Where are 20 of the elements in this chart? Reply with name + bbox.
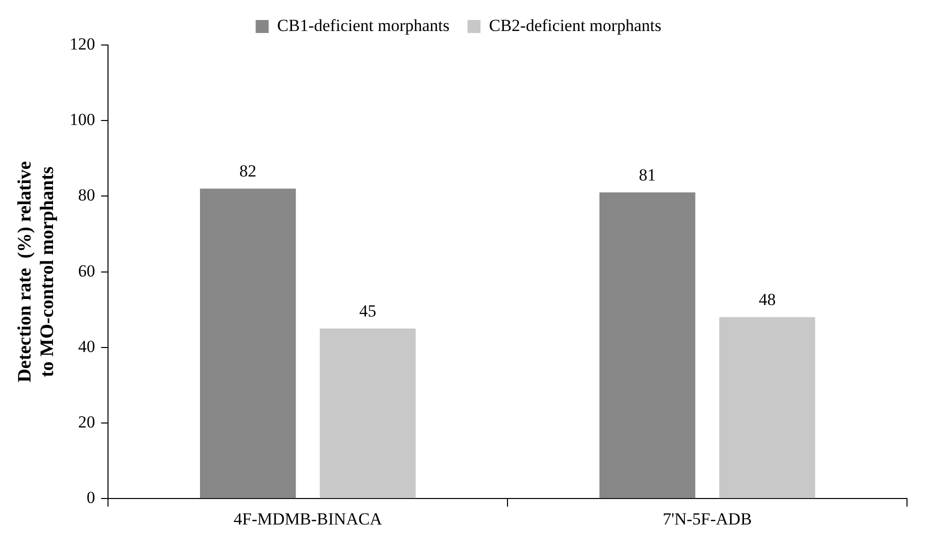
x-tick-label: 4F-MDMB-BINACA xyxy=(234,509,383,528)
y-tick-label: 80 xyxy=(78,186,96,205)
data-label: 48 xyxy=(758,290,776,310)
legend-label: CB2-deficient morphants xyxy=(489,16,662,35)
data-label: 81 xyxy=(638,165,656,184)
bar xyxy=(599,192,696,498)
y-tick-label: 0 xyxy=(86,488,96,508)
y-axis-title: Detection rate (%) relative to MO-control morphants xyxy=(14,161,58,382)
legend-label: CB1-deficient morphants xyxy=(277,16,450,35)
y-tick-label: 60 xyxy=(78,261,96,280)
data-label: 45 xyxy=(359,301,376,320)
y-tick-label: 40 xyxy=(78,336,96,356)
bar xyxy=(320,328,416,498)
y-tick-label: 100 xyxy=(70,110,96,130)
bar xyxy=(719,317,816,498)
y-tick-label: 120 xyxy=(70,34,96,54)
y-tick-label: 20 xyxy=(78,412,96,432)
x-tick-label: 7'N-5F-ADB xyxy=(662,509,752,528)
bar xyxy=(200,188,296,498)
data-label: 82 xyxy=(239,162,256,181)
